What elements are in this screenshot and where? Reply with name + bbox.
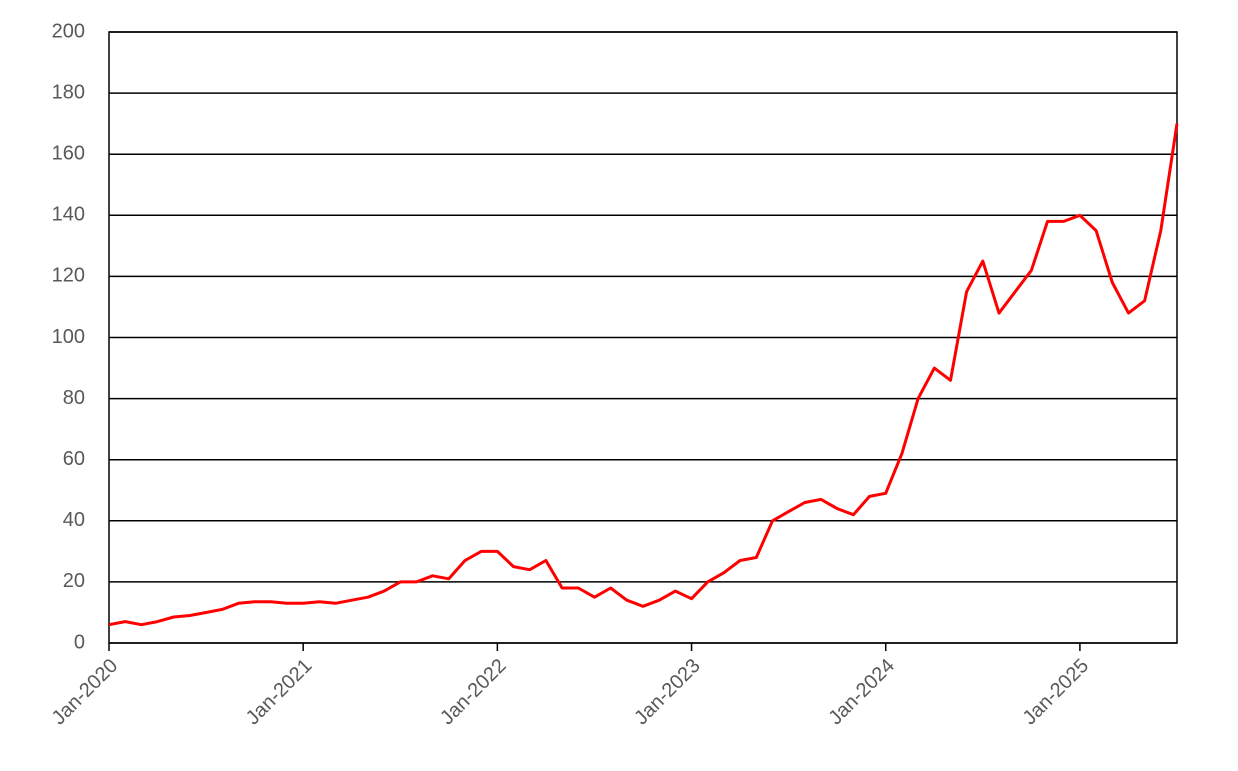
y-tick-label: 100	[52, 326, 85, 348]
y-tick-label: 160	[52, 142, 85, 164]
x-tick-label: Jan-2021	[242, 655, 317, 730]
y-tick-label: 180	[52, 81, 85, 103]
y-tick-label: 60	[63, 448, 85, 470]
y-tick-label: 200	[52, 20, 85, 42]
x-tick-label: Jan-2023	[630, 655, 705, 730]
y-tick-label: 0	[74, 631, 85, 653]
y-tick-label: 40	[63, 509, 85, 531]
series-line	[108, 123, 1179, 627]
x-tick-label: Jan-2022	[436, 655, 511, 730]
y-tick-label: 20	[63, 570, 85, 592]
x-tick-label: Jan-2020	[48, 655, 123, 730]
x-tick-label: Jan-2025	[1019, 655, 1094, 730]
y-tick-label: 140	[52, 204, 85, 226]
x-tick-label: Jan-2024	[824, 655, 899, 730]
y-tick-label: 120	[52, 265, 85, 287]
y-tick-label: 80	[63, 387, 85, 409]
plot-border	[108, 31, 1178, 644]
